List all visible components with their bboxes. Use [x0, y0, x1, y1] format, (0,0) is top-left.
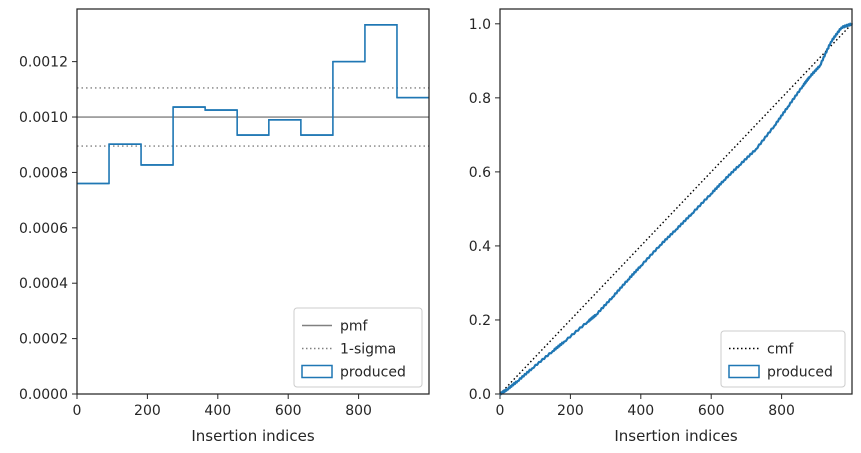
x-axis-label: Insertion indices — [614, 427, 737, 445]
x-tick-label: 0 — [496, 403, 505, 419]
y-tick-label: 0.0004 — [19, 276, 68, 292]
x-tick-label: 600 — [698, 403, 725, 419]
legend-swatch-produced — [301, 364, 333, 379]
produced-point — [755, 148, 757, 151]
legend-label-produced: produced — [340, 365, 406, 381]
produced-point — [691, 212, 693, 215]
x-axis-label: Insertion indices — [191, 427, 314, 445]
axes-frame — [499, 8, 853, 395]
produced-point — [563, 341, 565, 343]
produced-point — [830, 41, 832, 43]
produced-point — [787, 105, 789, 108]
x-tick-label: 200 — [557, 403, 584, 419]
legend-label-produced: produced — [767, 365, 833, 381]
y-tick-label: 0.0012 — [19, 55, 68, 71]
produced-point — [773, 124, 776, 127]
produced-point — [659, 244, 661, 246]
y-tick-label: 0.6 — [469, 165, 491, 181]
legend-box — [293, 307, 423, 388]
x-tick-label: 800 — [345, 403, 372, 419]
legend: pmf 1-sigma produced — [293, 307, 423, 388]
legend-label-1-sigma: 1-sigma — [340, 342, 396, 358]
y-tick-label: 0.0002 — [19, 332, 68, 348]
legend: cmf produced — [720, 330, 846, 388]
right-cumulative-panel: 0 200 400 600 800 0.0 0.2 0.4 0.6 0.8 1.0 Insertion… — [469, 8, 853, 445]
y-tick-label: 0.0008 — [19, 165, 68, 181]
produced-point — [531, 367, 533, 370]
produced-step-series — [77, 23, 429, 185]
produced-point — [640, 265, 642, 267]
produced-point — [738, 164, 741, 167]
cmf-line — [499, 23, 853, 395]
produced-point — [808, 75, 811, 78]
legend-label-cmf: cmf — [767, 342, 794, 358]
produced-point — [506, 388, 508, 391]
legend-label-pmf: pmf — [340, 319, 369, 335]
produced-point — [801, 85, 804, 87]
produced-point — [516, 380, 519, 382]
y-tick-label: 0.0006 — [19, 221, 68, 237]
legend-box — [720, 330, 846, 388]
x-tick-label: 400 — [627, 403, 654, 419]
y-tick-label: 1.0 — [469, 17, 491, 33]
produced-point — [819, 64, 821, 67]
produced-point — [840, 26, 843, 29]
produced-point — [627, 278, 629, 281]
y-tick-label: 0.4 — [469, 239, 491, 255]
produced-point — [595, 313, 597, 316]
left-histogram-panel: 0 200 400 600 800 0.0000 0.0002 0.0004 0.0006 0.0… — [19, 8, 430, 445]
y-tick-label: 0.0 — [469, 387, 491, 403]
y-tick-label: 0.2 — [469, 313, 491, 329]
produced-point — [611, 296, 614, 298]
produced-point — [710, 192, 712, 195]
x-tick-label: 800 — [768, 403, 795, 419]
legend-swatch-produced — [728, 364, 760, 379]
y-tick-label: 0.0010 — [19, 110, 68, 126]
produced-point — [723, 179, 725, 182]
x-tick-label: 400 — [204, 403, 231, 419]
produced-point — [675, 228, 677, 231]
produced-point — [587, 320, 589, 323]
produced-cumulative-line — [499, 22, 853, 396]
x-tick-label: 0 — [73, 403, 82, 419]
produced-point — [552, 350, 554, 352]
y-tick-label: 0.8 — [469, 91, 491, 107]
axes-frame — [76, 8, 430, 395]
x-tick-label: 600 — [275, 403, 302, 419]
y-tick-label: 0.0000 — [19, 387, 68, 403]
x-tick-label: 200 — [134, 403, 161, 419]
